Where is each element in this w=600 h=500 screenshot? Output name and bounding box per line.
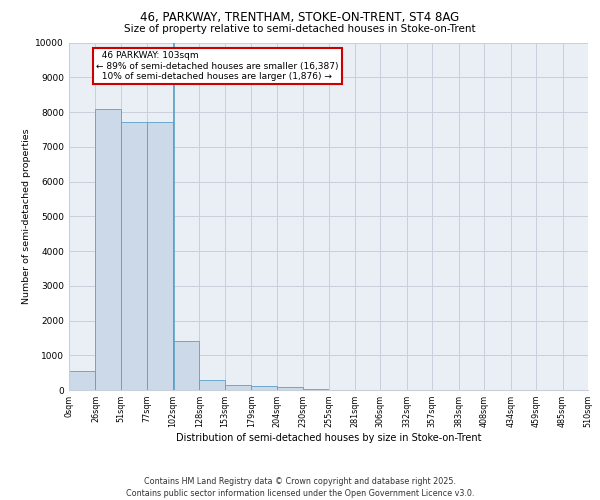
Bar bbox=[199, 380, 224, 390]
Y-axis label: Number of semi-detached properties: Number of semi-detached properties bbox=[22, 128, 31, 304]
Text: 46, PARKWAY, TRENTHAM, STOKE-ON-TRENT, ST4 8AG: 46, PARKWAY, TRENTHAM, STOKE-ON-TRENT, S… bbox=[140, 11, 460, 24]
Text: 46 PARKWAY: 103sqm
← 89% of semi-detached houses are smaller (16,387)
  10% of s: 46 PARKWAY: 103sqm ← 89% of semi-detache… bbox=[96, 51, 338, 81]
Text: Size of property relative to semi-detached houses in Stoke-on-Trent: Size of property relative to semi-detach… bbox=[124, 24, 476, 34]
Bar bbox=[277, 387, 303, 390]
Bar bbox=[95, 108, 121, 390]
Bar bbox=[121, 122, 148, 390]
X-axis label: Distribution of semi-detached houses by size in Stoke-on-Trent: Distribution of semi-detached houses by … bbox=[176, 433, 481, 443]
Bar bbox=[173, 342, 199, 390]
Text: Contains HM Land Registry data © Crown copyright and database right 2025.
Contai: Contains HM Land Registry data © Crown c… bbox=[126, 476, 474, 498]
Bar bbox=[148, 122, 173, 390]
Bar bbox=[69, 371, 95, 390]
Bar bbox=[251, 386, 277, 390]
Bar bbox=[224, 385, 251, 390]
